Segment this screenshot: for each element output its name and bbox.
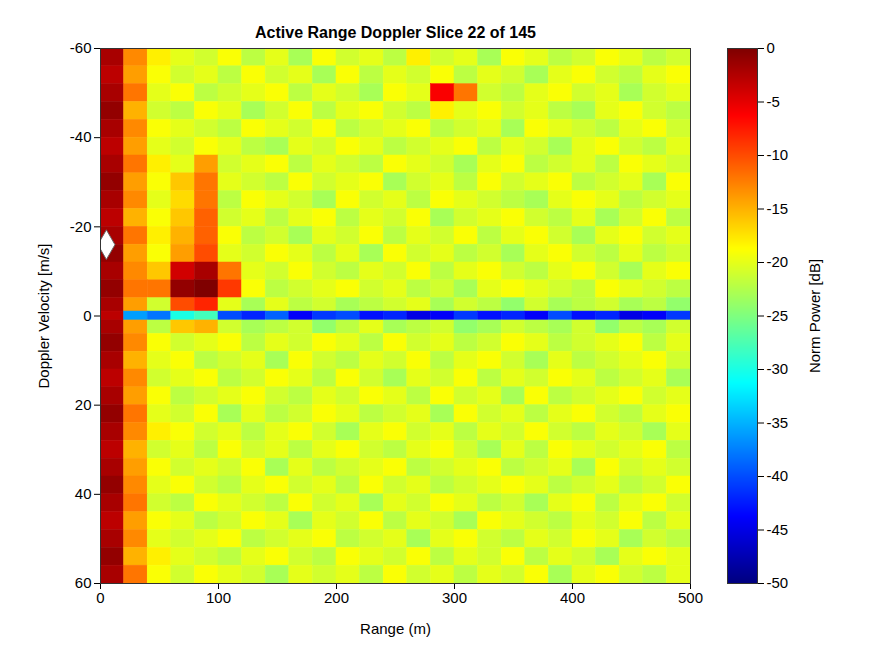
svg-text:500: 500: [678, 589, 703, 606]
svg-text:-20: -20: [70, 218, 92, 235]
svg-text:-20: -20: [767, 253, 789, 270]
svg-text:400: 400: [560, 589, 585, 606]
svg-text:Active Range Doppler Slice 22: Active Range Doppler Slice 22 of 145: [255, 24, 536, 41]
svg-text:-15: -15: [767, 200, 789, 217]
svg-text:-50: -50: [767, 574, 789, 591]
svg-text:Doppler Velocity [m/s]: Doppler Velocity [m/s]: [35, 243, 52, 388]
svg-text:-5: -5: [767, 93, 780, 110]
svg-text:40: 40: [75, 485, 92, 502]
svg-text:20: 20: [75, 396, 92, 413]
svg-text:Norm Power [dB]: Norm Power [dB]: [806, 259, 823, 373]
svg-text:0: 0: [767, 39, 775, 56]
svg-text:0: 0: [83, 307, 91, 324]
svg-text:-25: -25: [767, 307, 789, 324]
svg-text:200: 200: [324, 589, 349, 606]
svg-text:-45: -45: [767, 521, 789, 538]
svg-text:-35: -35: [767, 414, 789, 431]
svg-text:60: 60: [75, 574, 92, 591]
svg-text:-40: -40: [70, 128, 92, 145]
svg-text:-40: -40: [767, 467, 789, 484]
svg-text:-30: -30: [767, 360, 789, 377]
svg-text:100: 100: [206, 589, 231, 606]
svg-text:-10: -10: [767, 146, 789, 163]
svg-text:-60: -60: [70, 39, 92, 56]
svg-text:0: 0: [96, 589, 104, 606]
svg-text:300: 300: [442, 589, 467, 606]
svg-text:Range (m): Range (m): [360, 620, 431, 637]
